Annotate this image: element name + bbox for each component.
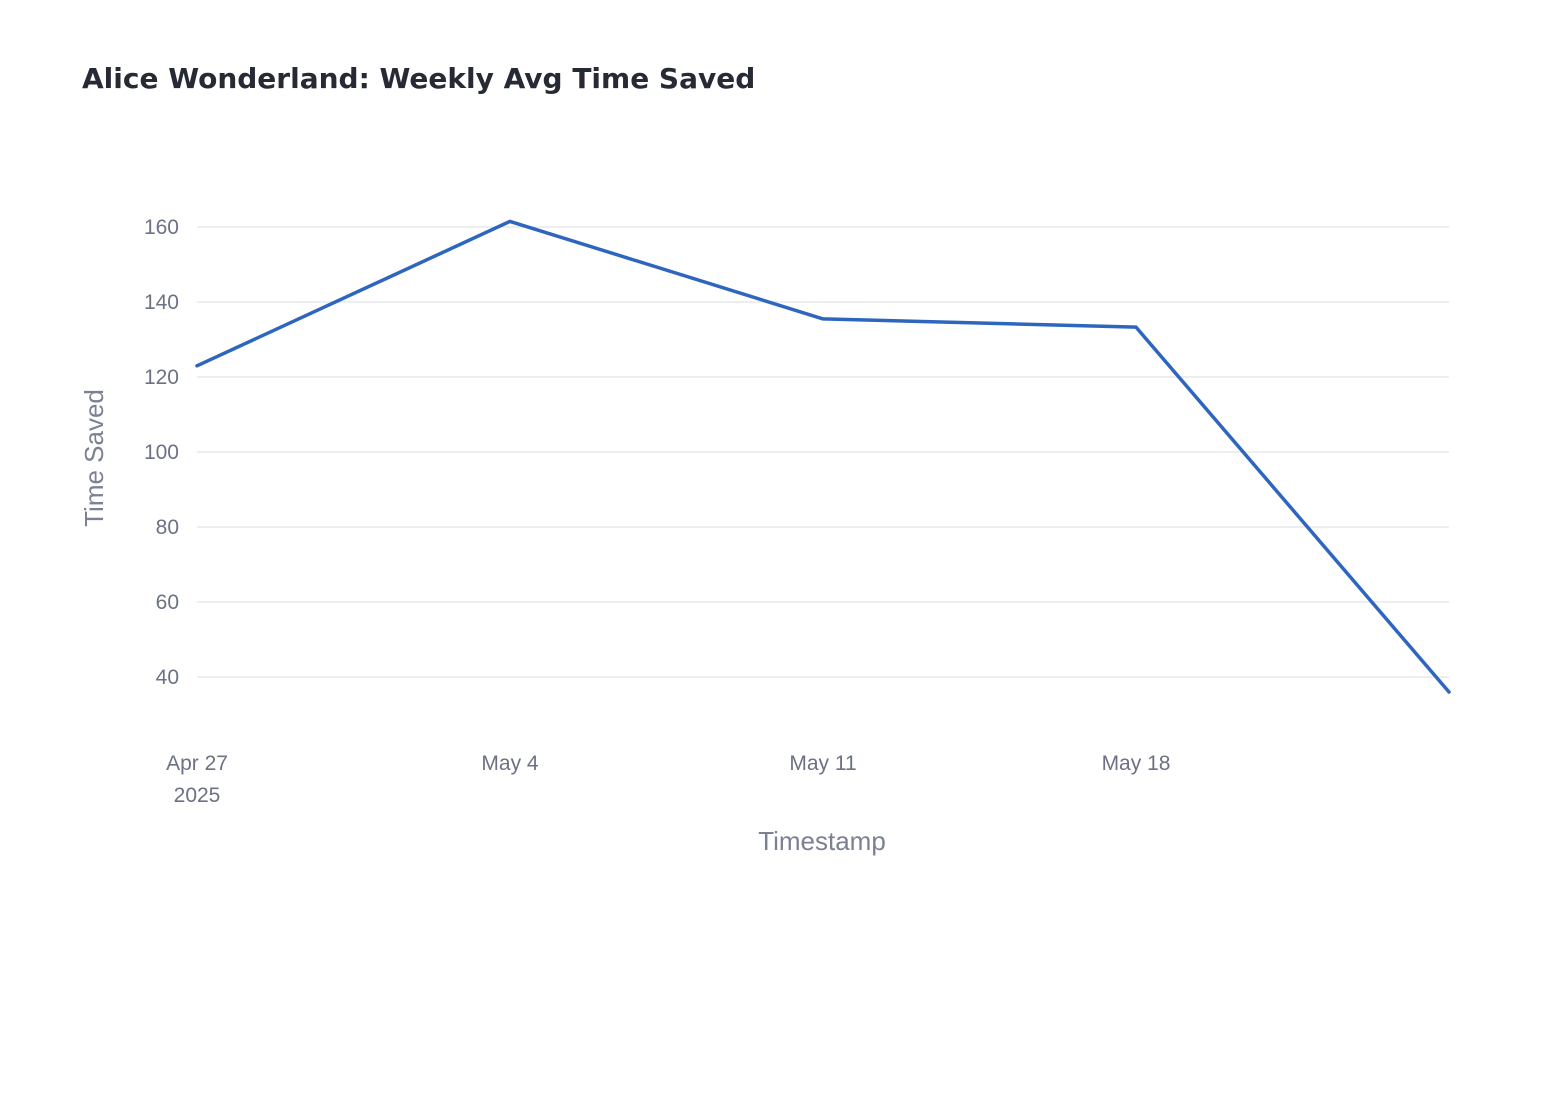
- y-tick-label: 60: [156, 591, 179, 614]
- data-point: [508, 219, 512, 223]
- y-axis-title: Time Saved: [79, 389, 109, 527]
- series-line: [195, 219, 1451, 694]
- y-axis-ticks: 40 60 80 100 120 140 160: [144, 216, 179, 689]
- data-point: [1447, 690, 1451, 694]
- chart-title: Alice Wonderland: Weekly Avg Time Saved: [82, 62, 755, 95]
- y-tick-label: 140: [144, 291, 179, 314]
- y-tick-label: 100: [144, 441, 179, 464]
- x-axis-ticks: Apr 27 2025 May 4 May 11 May 18: [166, 752, 1170, 807]
- x-tick-sublabel: 2025: [174, 784, 221, 807]
- x-axis-title: Timestamp: [758, 826, 886, 856]
- y-tick-label: 80: [156, 516, 179, 539]
- gridlines: [197, 226, 1449, 678]
- y-tick-label: 160: [144, 216, 179, 239]
- x-tick-label: Apr 27: [166, 752, 228, 775]
- y-tick-label: 120: [144, 366, 179, 389]
- data-point: [1134, 325, 1138, 329]
- y-tick-label: 40: [156, 666, 179, 689]
- series-layer: [195, 219, 1451, 694]
- x-tick-label: May 11: [789, 752, 856, 775]
- x-tick-label: May 4: [481, 752, 539, 775]
- data-point: [195, 364, 199, 368]
- data-point: [821, 317, 825, 321]
- x-tick-label: May 18: [1102, 752, 1171, 775]
